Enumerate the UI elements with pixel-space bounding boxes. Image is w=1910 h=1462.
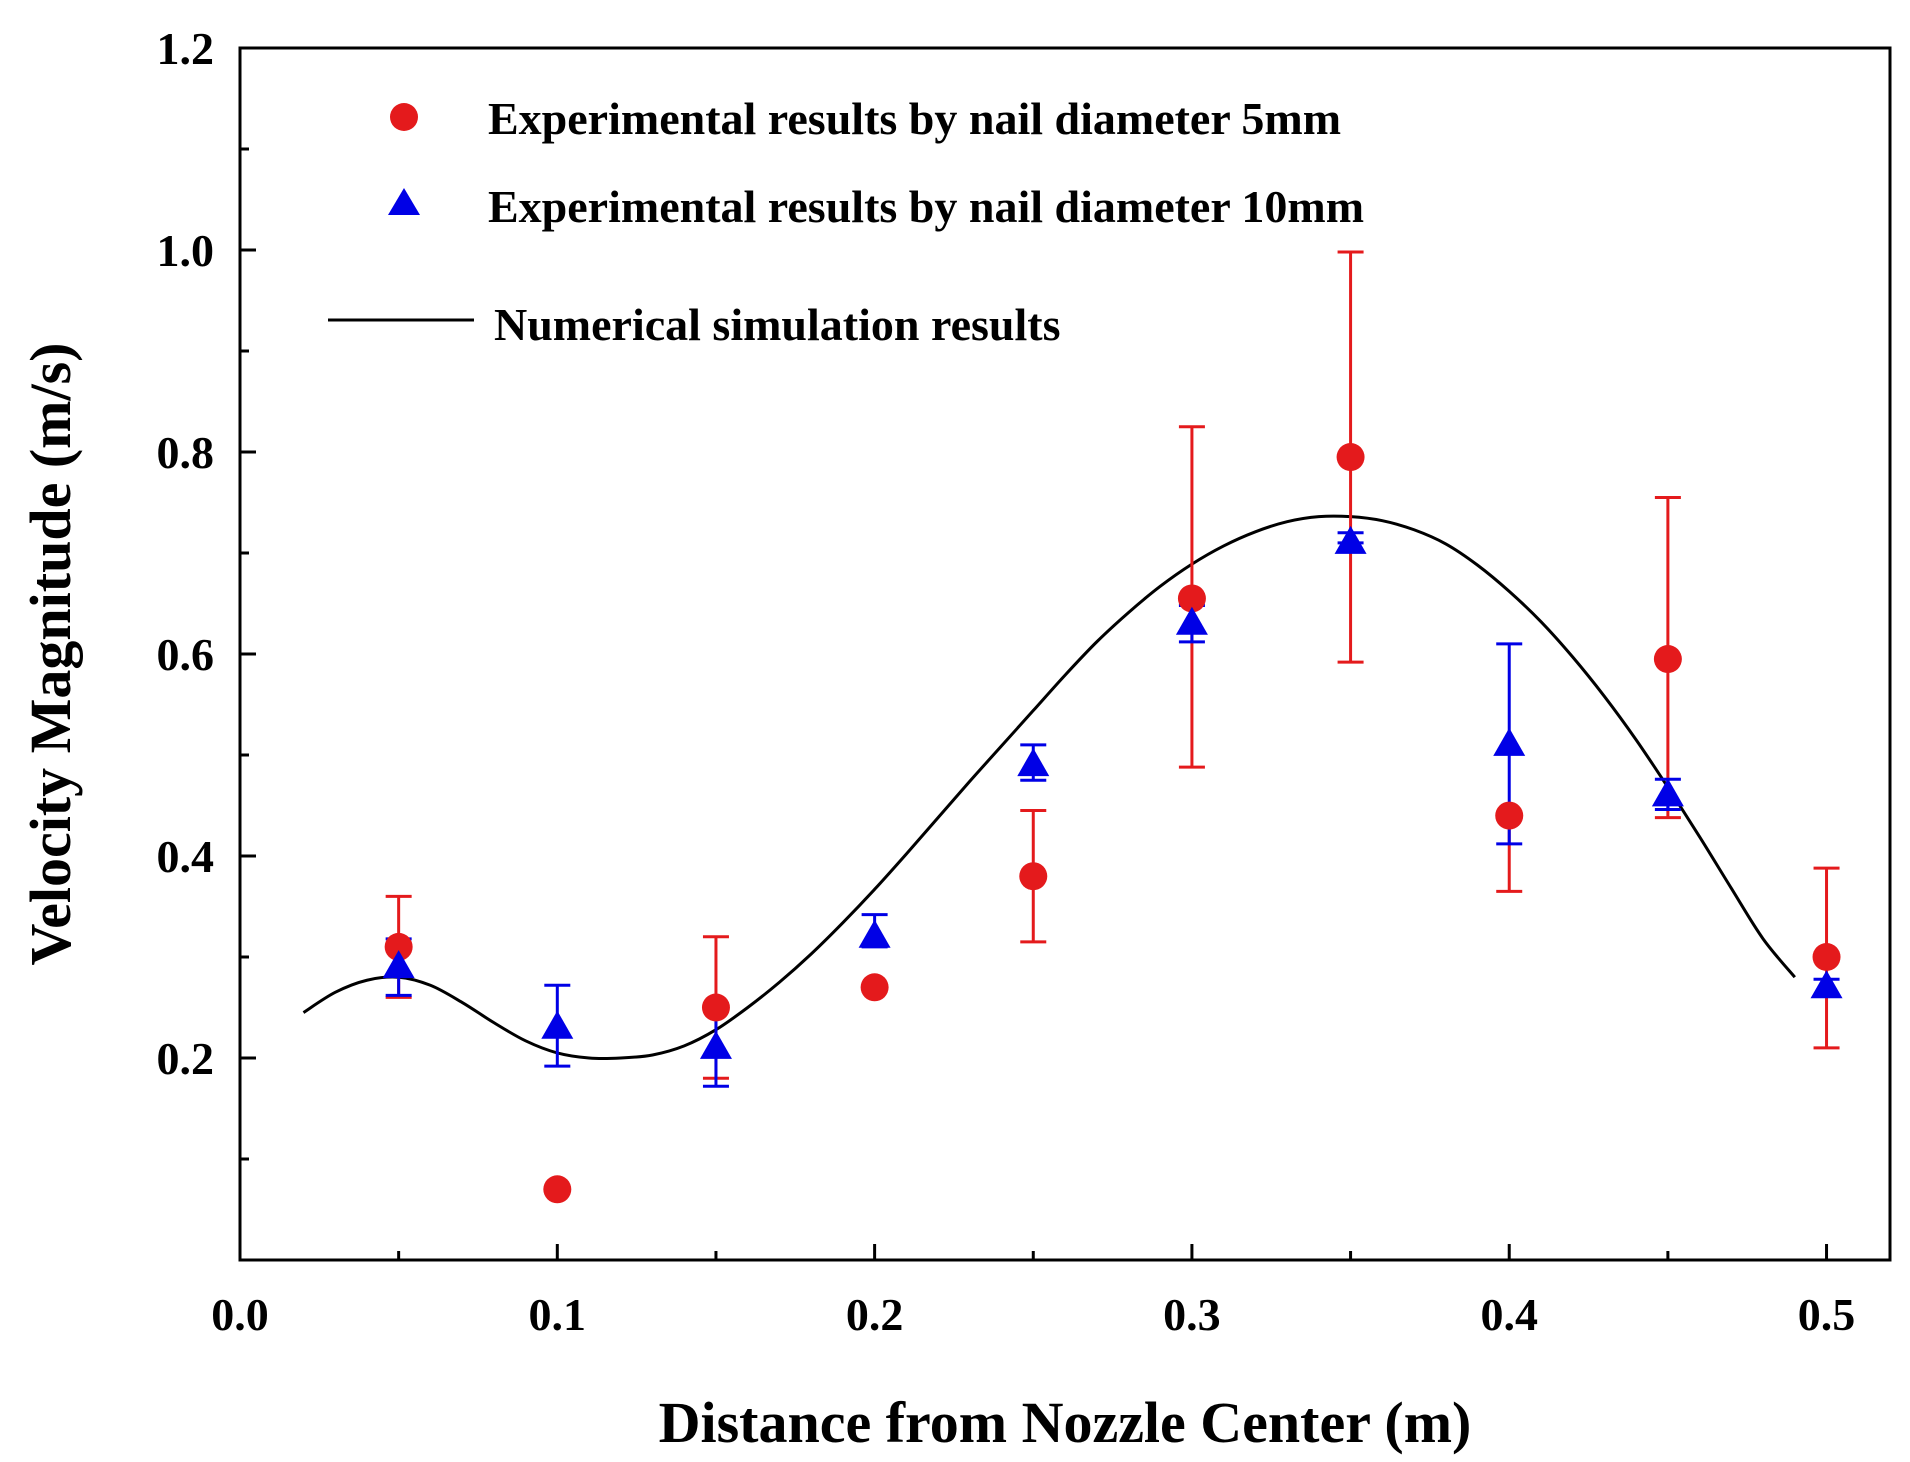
legend-label-simulation: Numerical simulation results [494, 299, 1060, 350]
x-tick-label: 0.5 [1798, 1289, 1856, 1340]
data-point-5mm [701, 993, 730, 1022]
data-point-10mm [699, 1030, 732, 1059]
data-point-5mm [1653, 645, 1682, 674]
marker-layer [382, 443, 1843, 1204]
data-point-10mm [1651, 778, 1684, 807]
y-tick-label: 0.2 [157, 1033, 215, 1084]
x-tick-label: 0.1 [529, 1289, 587, 1340]
legend-marker-5mm [390, 103, 418, 131]
data-point-10mm [1810, 970, 1843, 999]
data-point-5mm [1019, 862, 1048, 891]
data-point-5mm [1495, 801, 1524, 830]
data-point-10mm [1017, 748, 1050, 777]
x-axis-title: Distance from Nozzle Center (m) [659, 1390, 1472, 1455]
data-point-5mm [1177, 584, 1206, 613]
simulation-line-layer [302, 514, 1796, 1061]
x-axis-ticks: 0.0 0.1 0.2 0.3 0.4 0.5 [211, 1244, 1855, 1340]
data-point-5mm [543, 1175, 572, 1204]
x-tick-label: 0.3 [1163, 1289, 1221, 1340]
y-axis-title: Velocity Magnitude (m/s) [18, 343, 83, 966]
data-point-5mm [384, 932, 413, 961]
error-bar-layer [385, 250, 1840, 1088]
legend-label-10mm: Experimental results by nail diameter 10… [488, 181, 1364, 232]
data-point-5mm [860, 973, 889, 1002]
data-point-10mm [382, 950, 415, 979]
x-tick-label: 0.0 [211, 1289, 269, 1340]
x-tick-label: 0.2 [846, 1289, 904, 1340]
legend: Experimental results by nail diameter 5m… [328, 93, 1364, 350]
legend-label-5mm: Experimental results by nail diameter 5m… [488, 93, 1341, 144]
data-point-5mm [1336, 443, 1365, 472]
data-point-10mm [1493, 727, 1526, 756]
data-point-10mm [541, 1010, 574, 1039]
legend-marker-10mm [388, 188, 420, 215]
data-point-5mm [1812, 943, 1841, 971]
y-tick-label: 1.0 [157, 225, 215, 276]
y-tick-label: 0.8 [157, 427, 215, 478]
y-axis-ticks: 0.2 0.4 0.6 0.8 1.0 1.2 [157, 23, 256, 1161]
y-tick-label: 0.4 [157, 831, 215, 882]
simulation-curve [302, 514, 1796, 1061]
data-point-10mm [858, 919, 891, 948]
x-tick-label: 0.4 [1480, 1289, 1538, 1340]
y-tick-label: 1.2 [157, 23, 215, 74]
data-point-10mm [1334, 525, 1367, 554]
data-point-10mm [1175, 606, 1208, 635]
y-tick-label: 0.6 [157, 629, 215, 680]
